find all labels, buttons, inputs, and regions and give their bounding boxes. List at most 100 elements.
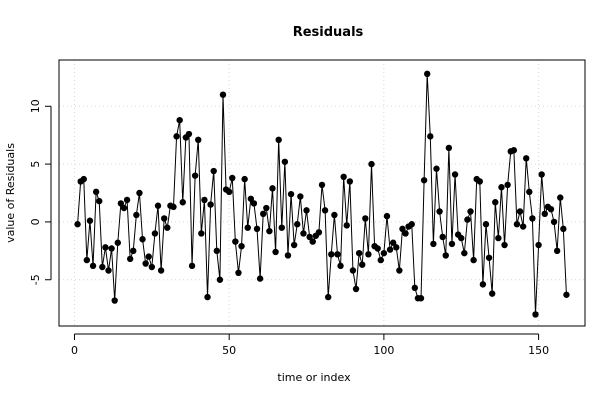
data-point [256, 275, 264, 282]
y-axis-label: value of Residuals [4, 143, 17, 243]
data-point [495, 234, 502, 242]
data-point [470, 256, 477, 264]
data-point [479, 281, 487, 288]
data-point [482, 221, 490, 228]
data-point [451, 171, 459, 178]
data-point [374, 245, 381, 252]
data-point [519, 223, 527, 230]
x-axis-label: time or index [277, 371, 351, 384]
data-point [161, 215, 168, 222]
data-point [92, 188, 100, 196]
data-point [120, 204, 128, 212]
data-point [513, 221, 521, 228]
data-point [420, 177, 428, 184]
data-point [281, 158, 289, 165]
x-tick-label: 100 [373, 344, 394, 357]
x-tick-label: 0 [71, 344, 78, 357]
data-point [340, 173, 347, 181]
data-point [377, 256, 384, 264]
series-layer [74, 70, 570, 318]
data-point [111, 297, 118, 304]
x-tick-label: 50 [222, 344, 236, 357]
data-point [244, 224, 251, 231]
data-point [80, 175, 87, 183]
data-point [170, 203, 177, 211]
data-point [510, 147, 518, 154]
data-point [485, 254, 493, 261]
data-point [458, 234, 465, 242]
data-point [198, 230, 205, 237]
y-tick-label: 0 [29, 218, 42, 225]
data-point [516, 208, 524, 215]
data-point [272, 248, 279, 256]
data-point [225, 188, 233, 196]
chart-title: Residuals [293, 25, 364, 40]
data-point [210, 167, 217, 175]
data-point [331, 211, 338, 219]
data-point [154, 202, 162, 209]
data-point [275, 136, 282, 143]
data-point [380, 249, 388, 257]
data-point [476, 178, 483, 185]
data-point [294, 221, 301, 228]
data-point [523, 155, 530, 162]
data-point [408, 221, 415, 228]
data-point [365, 251, 372, 258]
data-point [176, 116, 183, 124]
data-point [501, 241, 508, 249]
data-point [439, 233, 446, 241]
data-point [461, 249, 468, 257]
data-point [300, 230, 307, 237]
data-point [188, 262, 196, 270]
data-point [173, 133, 180, 140]
data-point [532, 311, 539, 318]
data-point [284, 252, 292, 259]
data-point [547, 205, 555, 213]
data-point [253, 225, 261, 233]
data-point [219, 91, 227, 98]
data-point [195, 136, 202, 143]
data-point [492, 199, 499, 206]
data-point [229, 174, 236, 182]
data-point [263, 204, 270, 212]
data-point [411, 284, 419, 292]
data-point [235, 269, 242, 276]
data-point [318, 181, 326, 189]
data-point [309, 238, 316, 245]
data-point [89, 262, 97, 270]
data-point [324, 293, 332, 301]
data-point [368, 160, 375, 168]
data-point [241, 175, 248, 183]
data-point [430, 240, 437, 248]
data-point [488, 290, 496, 297]
data-point [191, 172, 199, 179]
data-point [290, 241, 298, 249]
data-point [445, 144, 453, 152]
data-point [504, 181, 511, 189]
data-point [433, 165, 440, 172]
data-point [96, 197, 103, 205]
data-point [557, 194, 564, 201]
data-point [266, 227, 273, 235]
y-tick-label: 10 [29, 99, 42, 113]
data-point [130, 247, 137, 255]
data-point [464, 216, 471, 223]
data-point [216, 276, 224, 283]
data-point [123, 196, 131, 204]
data-point [157, 267, 165, 274]
data-point [402, 230, 409, 237]
x-tick-label: 150 [528, 344, 549, 357]
data-point [117, 200, 125, 207]
data-point [529, 215, 536, 222]
data-point [424, 70, 431, 78]
data-point [563, 291, 570, 298]
data-point [287, 190, 295, 198]
data-point [139, 236, 146, 243]
data-point [297, 193, 304, 200]
data-point [396, 267, 403, 274]
axes: 0 50 100 150 -5 0 5 10 [29, 99, 549, 357]
data-point [179, 199, 186, 206]
data-point [164, 224, 171, 231]
data-point [99, 263, 106, 271]
